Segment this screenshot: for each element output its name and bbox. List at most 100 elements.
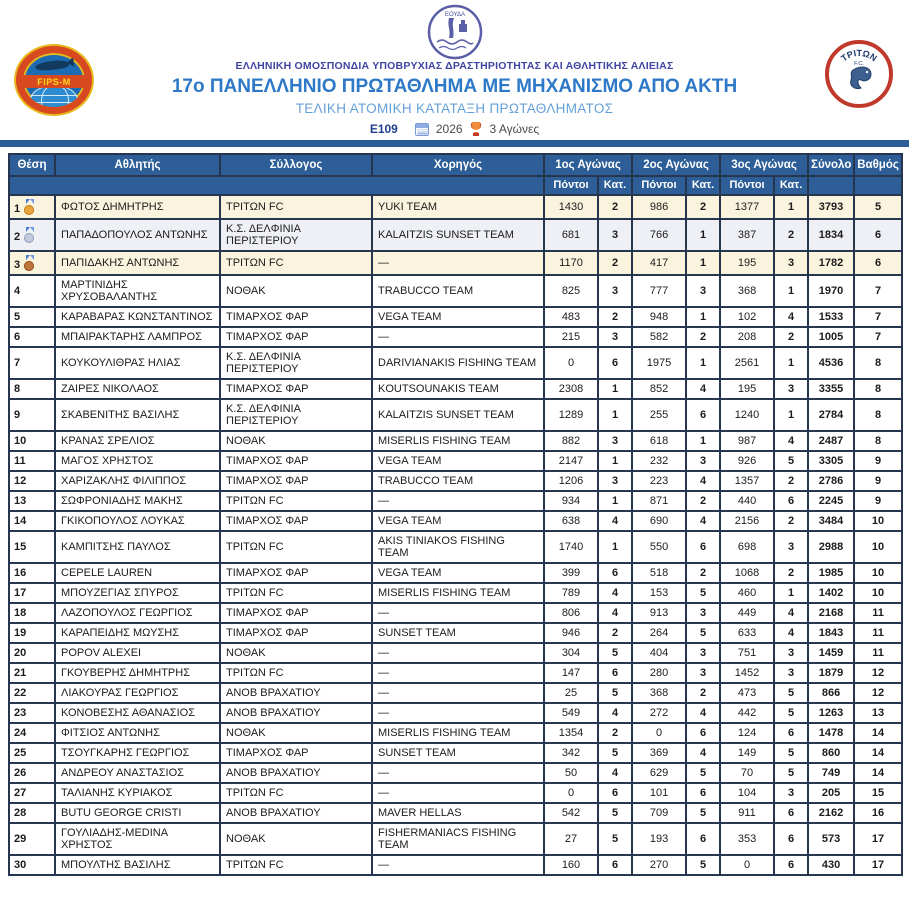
- athlete-cell: ΦΙΤΣΙΟΣ ΑΝΤΩΝΗΣ: [54, 722, 221, 744]
- col-sponsor: Χορηγός: [371, 153, 545, 177]
- race2-points-cell: 766: [631, 218, 688, 252]
- race2-points-cell: 852: [631, 378, 688, 400]
- race2-points-cell: 913: [631, 602, 688, 624]
- race2-cat-cell: 3: [685, 642, 722, 664]
- total-cell: 1879: [807, 662, 856, 684]
- total-cell: 573: [807, 822, 856, 856]
- grade-cell: 7: [853, 274, 904, 308]
- total-cell: 2245: [807, 490, 856, 512]
- race1-points-cell: 342: [543, 742, 599, 764]
- race1-points-cell: 825: [543, 274, 599, 308]
- race2-points-cell: 272: [631, 702, 688, 724]
- table-row: 5 ΚΑΡΑΒΑΡΑΣ ΚΩΝΣΤΑΝΤΙΝΟΣ ΤΙΜΑΡΧΟΣ ΦΑΡ VEGA …: [8, 306, 904, 328]
- position-number: 23: [14, 707, 27, 719]
- race1-cat-cell: 4: [596, 602, 634, 624]
- race2-cat-cell: 4: [685, 378, 722, 400]
- position-number: 24: [14, 727, 27, 739]
- race3-points-cell: 0: [719, 854, 776, 876]
- race3-cat-cell: 3: [773, 250, 810, 276]
- position-cell: 28: [8, 802, 56, 824]
- race2-cat-cell: 5: [685, 582, 722, 604]
- table-row: 28 BUTU GEORGE CRISTI ΑΝΟΒ ΒΡΑΧΑΤΙΟΥ MAVER …: [8, 802, 904, 824]
- athlete-cell: ΓΟΥΛΙΑΔΗΣ-MEDINA ΧΡΗΣΤΟΣ: [54, 822, 221, 856]
- race1-cat-cell: 4: [596, 702, 634, 724]
- sponsor-cell: VEGA TEAM: [371, 306, 545, 328]
- athlete-cell: ΜΠΟΥΖΕΓΙΑΣ ΣΠΥΡΟΣ: [54, 582, 221, 604]
- race3-cat-cell: 3: [773, 642, 810, 664]
- athlete-cell: ΠΑΠΑΔΟΠΟΥΛΟΣ ΑΝΤΩΝΗΣ: [54, 218, 221, 252]
- col-club: Σύλλογος: [219, 153, 373, 177]
- grade-cell: 16: [853, 802, 904, 824]
- athlete-cell: ΠΑΠΙΔΑΚΗΣ ΑΝΤΩΝΗΣ: [54, 250, 221, 276]
- position-number: 14: [14, 515, 27, 527]
- race3-points-cell: 911: [719, 802, 776, 824]
- athlete-cell: ΦΩΤΟΣ ΔΗΜΗΤΡΗΣ: [54, 194, 221, 220]
- position-cell: 14: [8, 510, 56, 532]
- race3-points-cell: 1452: [719, 662, 776, 684]
- position-number: 26: [14, 767, 27, 779]
- race1-points-cell: 160: [543, 854, 599, 876]
- position-cell: 2: [8, 218, 56, 252]
- grade-cell: 17: [853, 822, 904, 856]
- total-cell: 3355: [807, 378, 856, 400]
- race1-cat-cell: 3: [596, 218, 634, 252]
- race3-cat-cell: 1: [773, 398, 810, 432]
- race1-points-cell: 1206: [543, 470, 599, 492]
- race1-cat-cell: 3: [596, 430, 634, 452]
- race3-cat-cell: 2: [773, 470, 810, 492]
- athlete-cell: ΚΟΝΟΒΕΣΗΣ ΑΘΑΝΑΣΙΟΣ: [54, 702, 221, 724]
- race2-points-cell: 618: [631, 430, 688, 452]
- club-cell: ΤΡΙΤΩΝ FC: [219, 662, 373, 684]
- race1-cat-cell: 6: [596, 854, 634, 876]
- race2-points-cell: 629: [631, 762, 688, 784]
- position-cell: 15: [8, 530, 56, 564]
- race2-points-cell: 948: [631, 306, 688, 328]
- col-total: Σύνολο: [807, 153, 856, 177]
- race2-cat-cell: 3: [685, 602, 722, 624]
- race2-points-cell: 232: [631, 450, 688, 472]
- total-cell: 1478: [807, 722, 856, 744]
- col-position: Θέση: [8, 153, 56, 177]
- sponsor-cell: —: [371, 490, 545, 512]
- calendar-icon: [414, 122, 429, 136]
- position-cell: 8: [8, 378, 56, 400]
- sponsor-cell: VEGA TEAM: [371, 510, 545, 532]
- race1-cat-cell: 5: [596, 822, 634, 856]
- grade-cell: 13: [853, 702, 904, 724]
- sponsor-cell: —: [371, 250, 545, 276]
- race2-cat-cell: 4: [685, 702, 722, 724]
- sponsor-cell: MISERLIS FISHING TEAM: [371, 430, 545, 452]
- header-divider: [0, 140, 909, 147]
- race1-cat-cell: 5: [596, 642, 634, 664]
- race2-cat-cell: 2: [685, 490, 722, 512]
- race3-cat-cell: 3: [773, 782, 810, 804]
- grade-cell: 15: [853, 782, 904, 804]
- race3-cat-cell: 3: [773, 378, 810, 400]
- club-cell: ΤΙΜΑΡΧΟΣ ΦΑΡ: [219, 450, 373, 472]
- sponsor-cell: DARIVIANAKIS FISHING TEAM: [371, 346, 545, 380]
- club-cell: ΝΟΘΑΚ: [219, 722, 373, 744]
- sponsor-cell: —: [371, 854, 545, 876]
- results-table: Θέση Αθλητής Σύλλογος Χορηγός 1ος Αγώνας…: [8, 153, 904, 876]
- col-grade: Βαθμός: [853, 153, 904, 177]
- race1-points-cell: 2308: [543, 378, 599, 400]
- race1-points-cell: 1289: [543, 398, 599, 432]
- position-cell: 20: [8, 642, 56, 664]
- table-row: 9 ΣΚΑΒΕΝΙΤΗΣ ΒΑΣΙΛΗΣ Κ.Σ. ΔΕΛΦΙΝΙΑ ΠΕΡΙΣΤΕ…: [8, 398, 904, 432]
- position-number: 13: [14, 495, 27, 507]
- race3-points-cell: 2156: [719, 510, 776, 532]
- athlete-cell: ΚΑΡΑΒΑΡΑΣ ΚΩΝΣΤΑΝΤΙΝΟΣ: [54, 306, 221, 328]
- race1-points-cell: 0: [543, 346, 599, 380]
- athlete-cell: ΧΑΡΙΖΑΚΛΗΣ ΦΙΛΙΠΠΟΣ: [54, 470, 221, 492]
- position-cell: 5: [8, 306, 56, 328]
- total-cell: 860: [807, 742, 856, 764]
- race3-cat-cell: 6: [773, 854, 810, 876]
- race3-cat-cell: 3: [773, 530, 810, 564]
- grade-cell: 8: [853, 378, 904, 400]
- race1-points-cell: 2147: [543, 450, 599, 472]
- race1-cat-cell: 6: [596, 662, 634, 684]
- sponsor-cell: KOUTSOUNAKIS TEAM: [371, 378, 545, 400]
- athlete-cell: ΓΚΙΚΟΠΟΥΛΟΣ ΛΟΥΚΑΣ: [54, 510, 221, 532]
- triton-logo-fc: F.C.: [854, 61, 864, 67]
- table-row: 21 ΓΚΟΥΒΕΡΗΣ ΔΗΜΗΤΡΗΣ ΤΡΙΤΩΝ FC —147 6 280 3 14…: [8, 662, 904, 684]
